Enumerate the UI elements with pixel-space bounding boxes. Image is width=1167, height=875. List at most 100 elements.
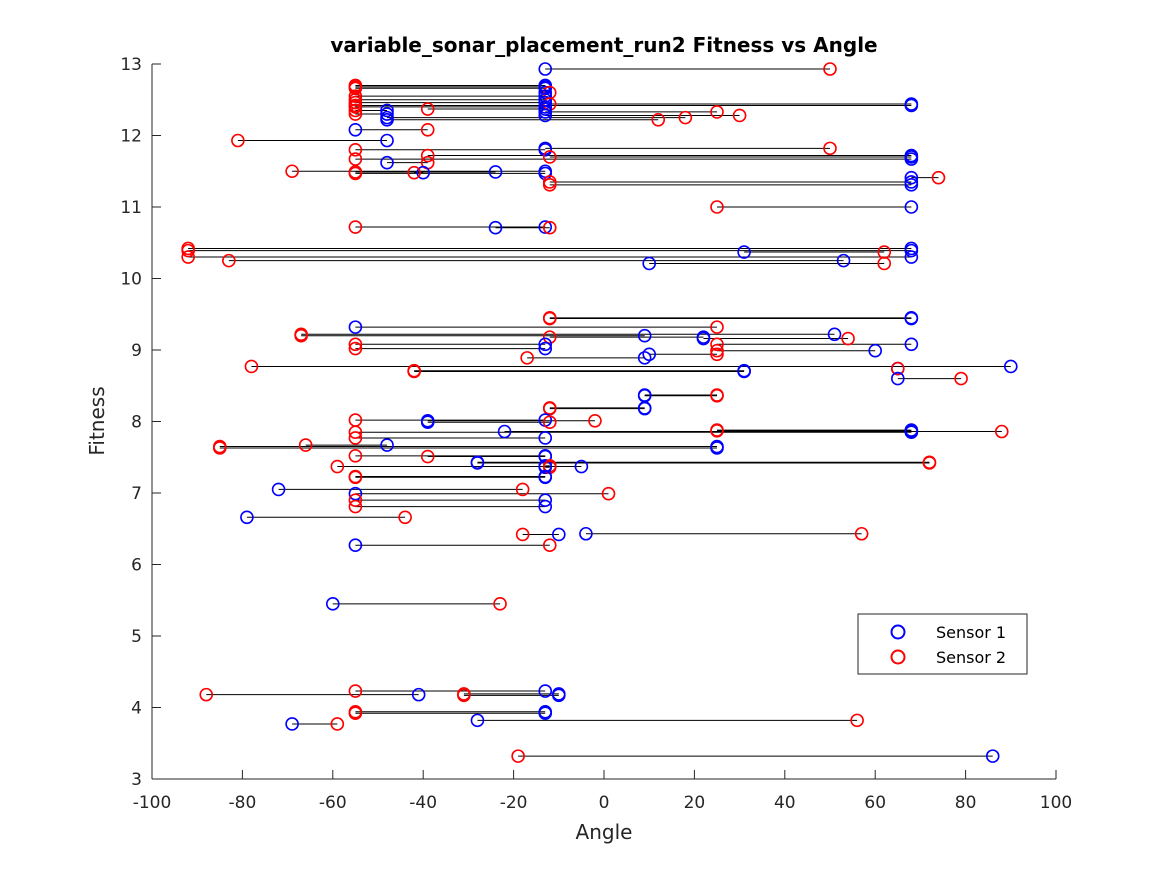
sensor-1-point	[642, 347, 657, 362]
sensor-2-point	[181, 250, 195, 264]
sensor-1-point	[551, 527, 566, 542]
sensor-1-point	[538, 493, 553, 507]
sensor-1-point	[904, 243, 919, 258]
sensor-2-point	[994, 424, 1009, 439]
sensor-2-point	[407, 165, 421, 180]
sensor-1-point	[836, 253, 851, 268]
plot-area: -100 -80 -60 -40 -20 0 20 40 60 80 100 3 4 5 6 7 8 9 10 11 1…	[120, 55, 1072, 813]
sensor-1-point	[637, 328, 652, 343]
sensor-1-point	[538, 108, 553, 123]
sensor-2-point	[398, 510, 412, 525]
sensor-1-point	[538, 499, 553, 514]
x-tick-label: -20	[500, 793, 528, 813]
y-tick-label: 7	[131, 484, 142, 504]
sensor-2-point	[710, 343, 724, 358]
sensor-2-point	[407, 364, 421, 379]
sensor-2-point	[710, 320, 724, 334]
sensor-2-point	[542, 330, 557, 344]
sensor-2-point	[348, 431, 363, 445]
sensor-1-point	[348, 122, 363, 137]
sensor-1-point	[737, 245, 751, 259]
chart-title: variable_sonar_placement_run2 Fitness vs…	[330, 33, 877, 57]
sensor-2-point	[420, 148, 435, 163]
sensor-2-point	[542, 415, 557, 430]
sensor-1-point	[380, 438, 394, 452]
sensor-2-point	[678, 110, 693, 125]
sensor-1-point	[497, 424, 512, 439]
sensor-1-point	[904, 250, 919, 264]
sensor-2-point	[348, 100, 363, 114]
y-tick-label: 5	[131, 627, 142, 647]
sensor-2-point	[850, 713, 864, 728]
sensor-2-point	[222, 253, 236, 268]
sensor-2-point	[651, 112, 666, 127]
sensor-1-point	[538, 470, 553, 485]
sensor-1-point	[890, 371, 905, 386]
sensor-2-point	[922, 456, 937, 470]
sensor-1-point	[904, 200, 919, 214]
sensor-2-point	[348, 470, 363, 485]
sensor-2-point	[542, 311, 557, 326]
x-tick-label: 40	[774, 793, 796, 813]
sensor-2-point	[710, 105, 724, 119]
sensor-1-point	[411, 687, 426, 702]
x-tick-label: -80	[229, 793, 257, 813]
y-tick-label: 8	[131, 413, 142, 433]
x-axis-label: Angle	[576, 820, 633, 844]
sensor-2-point	[348, 706, 363, 721]
sensor-2-point	[348, 152, 363, 166]
sensor-1-point	[904, 337, 919, 352]
legend-label-sensor-1: Sensor 1	[936, 623, 1006, 642]
sensor-2-point	[348, 103, 363, 118]
sensor-2-point	[348, 337, 363, 352]
sensor-1-point	[416, 165, 431, 180]
sensor-1-point	[538, 431, 553, 445]
sensor-1-point	[538, 220, 553, 234]
sensor-2-point	[348, 107, 363, 121]
sensor-2-point	[931, 170, 946, 185]
sensor-2-point	[515, 482, 530, 497]
sensor-2-point	[348, 425, 363, 440]
legend: Sensor 1 Sensor 2	[857, 613, 1028, 675]
sensor-2-point	[542, 150, 557, 164]
sensor-1-point	[488, 220, 503, 235]
x-tick-label: 60	[864, 793, 886, 813]
x-tick-label: -60	[319, 793, 347, 813]
sensor-1-point	[538, 89, 553, 103]
sensor-1-point	[904, 98, 919, 113]
sensor-2-point	[710, 347, 724, 362]
sensor-1-point	[538, 684, 553, 698]
sensor-1-point	[538, 166, 553, 181]
sensor-1-point	[348, 486, 363, 501]
sensor-1-point	[348, 538, 363, 552]
sensor-2-point	[493, 597, 507, 611]
sensor-2-point	[348, 449, 363, 463]
sensor-2-point	[542, 220, 557, 235]
sensor-2-point	[348, 143, 363, 157]
sensor-2-point	[542, 538, 557, 552]
sensor-2-point	[244, 359, 259, 374]
sensor-2-point	[890, 361, 905, 376]
y-tick-label: 6	[131, 556, 142, 576]
y-axis-label: Fitness	[85, 386, 109, 455]
sensor-1-point	[348, 320, 363, 334]
x-tick-label: -100	[133, 793, 172, 813]
x-tick-label: 80	[955, 793, 977, 813]
sensor-2-point	[330, 459, 345, 474]
sensor-1-point	[538, 341, 553, 356]
sensor-2-point	[298, 438, 313, 452]
sensor-2-point	[520, 351, 534, 365]
sensor-2-point	[330, 717, 345, 731]
sensor-2-point	[515, 527, 530, 542]
sensor-2-point	[348, 341, 363, 356]
sensor-2-point	[348, 684, 363, 698]
sensor-1-point	[538, 62, 553, 76]
sensor-2-point	[823, 62, 837, 76]
sensor-1-point	[1003, 359, 1018, 374]
sensor-2-point	[542, 178, 557, 192]
y-tick-label: 3	[131, 770, 142, 790]
sensor-2-point	[823, 141, 837, 156]
sensor-2-point	[877, 256, 892, 271]
